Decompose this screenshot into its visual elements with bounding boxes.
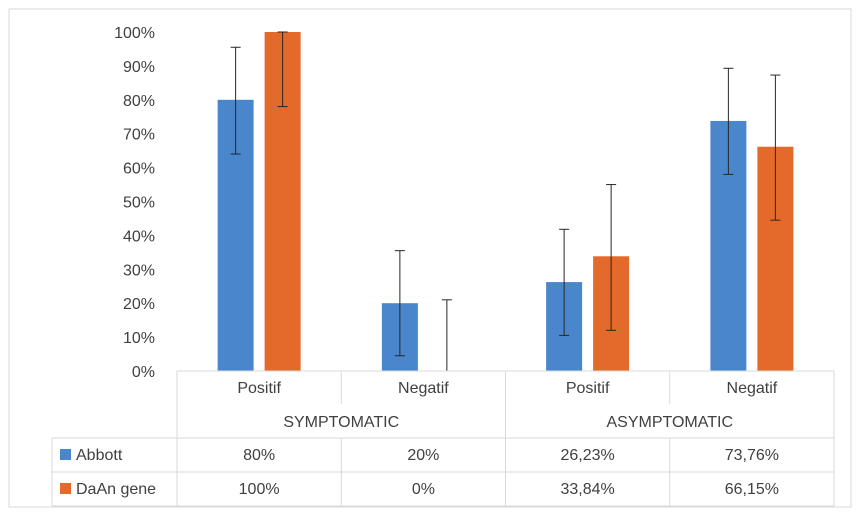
y-tick-label: 40%: [123, 228, 155, 245]
table-cell-value: 73,76%: [725, 447, 779, 464]
legend-swatch: [60, 483, 71, 494]
table-cell-value: 100%: [239, 481, 280, 498]
y-tick-label: 80%: [123, 93, 155, 110]
table-cell-value: 33,84%: [560, 481, 614, 498]
x-group-label: ASYMPTOMATIC: [606, 414, 733, 431]
legend-label: DaAn gene: [76, 481, 156, 498]
y-tick-label: 20%: [123, 296, 155, 313]
y-tick-label: 50%: [123, 195, 155, 212]
y-tick-label: 70%: [123, 127, 155, 144]
x-category-label: Negatif: [398, 380, 449, 397]
legend-swatch: [60, 449, 71, 460]
x-group-label: SYMPTOMATIC: [283, 414, 399, 431]
table-cell-value: 0%: [412, 481, 435, 498]
x-category-label: Positif: [566, 380, 610, 397]
y-tick-label: 10%: [123, 330, 155, 347]
y-tick-label: 30%: [123, 262, 155, 279]
y-tick-label: 100%: [114, 25, 155, 42]
table-cell-value: 26,23%: [560, 447, 614, 464]
chart-frame: [8, 8, 852, 508]
x-category-label: Positif: [237, 380, 281, 397]
y-tick-label: 90%: [123, 59, 155, 76]
table-cell-value: 20%: [407, 447, 439, 464]
table-cell-value: 66,15%: [725, 481, 779, 498]
x-category-label: Negatif: [727, 380, 778, 397]
legend-label: Abbott: [76, 447, 123, 464]
y-tick-label: 0%: [132, 364, 155, 381]
y-tick-label: 60%: [123, 161, 155, 178]
table-cell-value: 80%: [243, 447, 275, 464]
